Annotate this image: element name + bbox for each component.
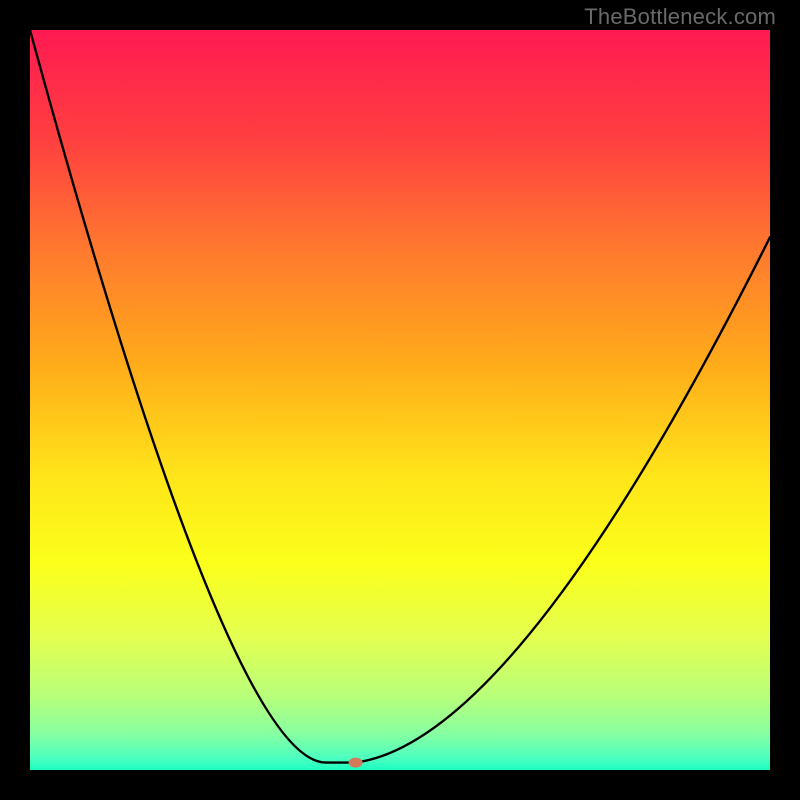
plot-area xyxy=(30,30,770,770)
gradient-background xyxy=(30,30,770,770)
chart-frame: TheBottleneck.com xyxy=(0,0,800,800)
watermark-text: TheBottleneck.com xyxy=(584,4,776,30)
bottleneck-curve-chart xyxy=(30,30,770,770)
minimum-marker xyxy=(349,758,363,768)
